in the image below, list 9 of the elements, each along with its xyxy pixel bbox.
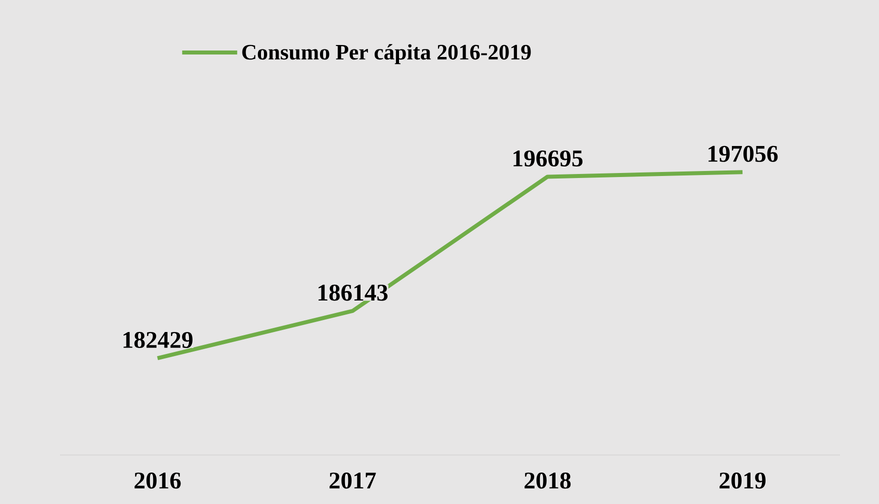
data-label: 182429 [124,332,193,348]
x-tick-label: 2019 [720,472,766,489]
x-tick-label: 2018 [524,472,571,489]
data-label: 186143 [318,284,388,301]
data-label: 197056 [708,146,778,162]
legend-label: Consumo Per cápita 2016-2019 [242,44,531,64]
x-tick-label: 2017 [330,472,376,489]
data-label: 196695 [514,150,582,167]
x-tick-label: 2016 [134,472,181,489]
